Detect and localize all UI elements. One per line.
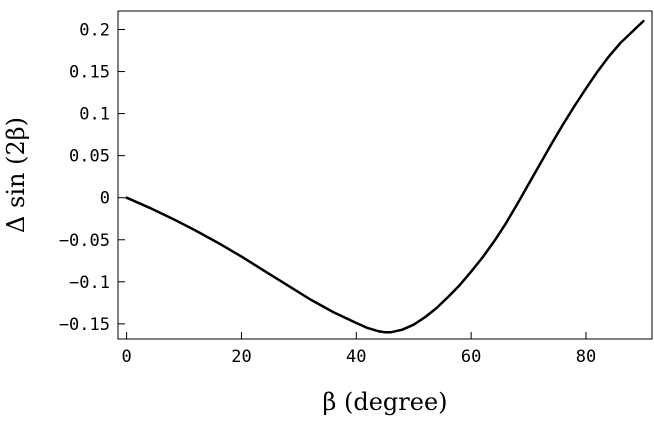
x-axis-ticks: 0 20 40 60 80 <box>121 332 596 367</box>
y-tick-label: 0.05 <box>69 147 110 167</box>
y-axis-title: Δ sin (2β) <box>2 117 30 233</box>
plot-frame <box>117 10 653 340</box>
y-tick-label: 0.2 <box>79 21 110 41</box>
x-tick-label: 20 <box>231 347 251 367</box>
series-line <box>125 19 645 334</box>
y-tick-label: 0 <box>100 189 110 209</box>
x-tick-label: 40 <box>346 347 366 367</box>
y-axis-ticks: −0.15 −0.1 −0.05 0 0.05 0.1 0.15 0.2 <box>59 21 125 335</box>
x-tick-label: 60 <box>461 347 481 367</box>
y-tick-label: −0.1 <box>69 273 110 293</box>
y-tick-label: −0.15 <box>59 315 110 335</box>
y-tick-label: −0.05 <box>59 231 110 251</box>
y-tick-label: 0.15 <box>69 63 110 83</box>
x-tick-label: 80 <box>576 347 596 367</box>
y-tick-label: 0.1 <box>79 105 110 125</box>
x-axis-title: β (degree) <box>322 388 447 416</box>
x-tick-label: 0 <box>121 347 131 367</box>
